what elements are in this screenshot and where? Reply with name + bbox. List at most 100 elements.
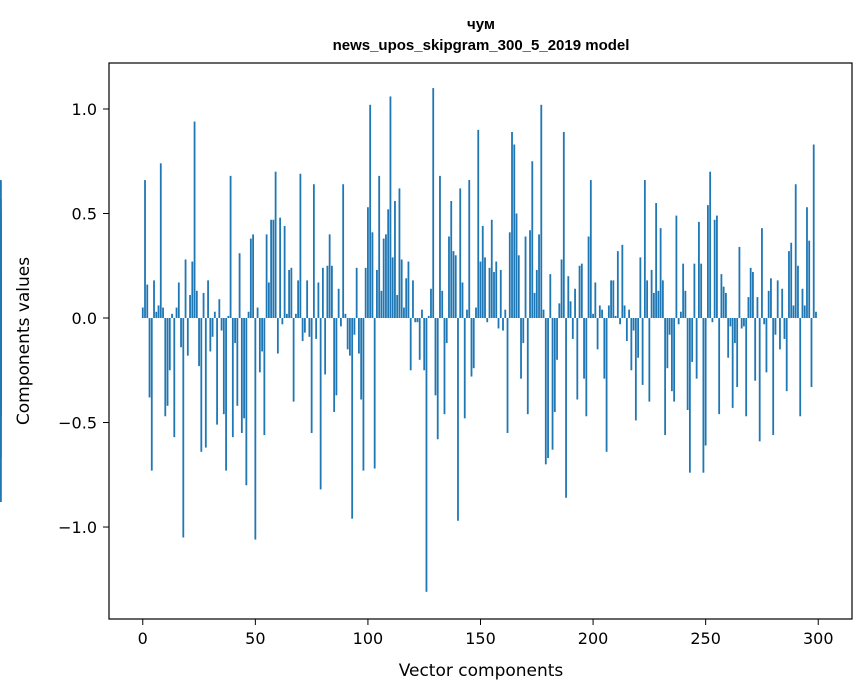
bar-123: [418, 318, 421, 360]
bar-245: [693, 263, 696, 319]
bar-126: [425, 318, 428, 592]
bar-254: [713, 219, 716, 319]
bar-148: [475, 307, 477, 319]
bar-272: [754, 318, 757, 381]
bar-299: [815, 311, 817, 319]
y-tick-label: 0.0: [72, 309, 97, 328]
bar-182: [551, 318, 554, 450]
bar-82: [326, 265, 329, 319]
bar-32: [213, 311, 216, 319]
bar-196: [583, 318, 585, 379]
bar-0: [141, 307, 144, 319]
bar-41: [234, 318, 236, 344]
bar-178: [542, 309, 545, 319]
bar-257: [720, 274, 723, 318]
bar-15: [175, 307, 178, 319]
bar-5: [153, 280, 155, 318]
bar-239: [679, 311, 682, 319]
bar-250: [704, 318, 707, 446]
bar-194: [578, 265, 581, 319]
bar-93: [351, 318, 354, 519]
bar-38: [227, 315, 230, 319]
bar-21: [189, 295, 191, 319]
y-tick-label: −1.0: [58, 518, 97, 537]
y-axis-ticks: −1.0 −0.5 0.0 0.5 1.0: [58, 100, 109, 537]
bar-106: [380, 290, 383, 318]
bar-249: [702, 318, 705, 473]
bar-45: [243, 318, 245, 419]
bar-243: [688, 318, 691, 473]
bar-160: [502, 318, 504, 331]
bar-28: [204, 318, 207, 448]
bar-116: [403, 307, 405, 319]
y-tick-label: 1.0: [72, 100, 97, 119]
bar-125: [423, 318, 426, 371]
bar-16: [177, 282, 180, 318]
bar-187: [562, 131, 565, 319]
bar-97: [360, 318, 363, 400]
bar-263: [734, 318, 736, 344]
bar-113: [396, 295, 399, 319]
bar-124: [421, 309, 423, 319]
bar-119: [409, 318, 412, 371]
bar-295: [806, 207, 808, 319]
bar-71: [301, 318, 304, 341]
bar-70: [299, 173, 302, 319]
bar-242: [686, 318, 689, 410]
bar-89: [342, 184, 345, 318]
bar-53: [261, 318, 263, 352]
x-tick-label: 200: [578, 629, 609, 648]
bar-247: [698, 221, 700, 319]
bar-107: [382, 238, 385, 319]
bar-66: [290, 267, 293, 319]
bar-52: [258, 318, 261, 373]
bar-190: [569, 301, 572, 319]
bar-293: [801, 288, 804, 318]
bar-240: [682, 263, 685, 319]
bar-224: [646, 280, 649, 318]
bar-168: [520, 318, 522, 379]
bar-189: [567, 276, 570, 318]
bar-155: [490, 219, 493, 319]
bar-171: [526, 318, 529, 415]
bar-222: [641, 318, 644, 385]
bar-248: [700, 263, 703, 319]
x-axis-label: Vector components: [399, 661, 564, 681]
bar-266: [740, 318, 743, 329]
bar-227: [652, 292, 655, 318]
bar-283: [779, 318, 781, 350]
bar-163: [508, 232, 511, 319]
bar-76: [312, 184, 315, 318]
bar-83: [328, 234, 331, 319]
bar-150: [479, 261, 482, 319]
bar-6: [155, 311, 158, 319]
bar-88: [340, 318, 342, 327]
bar-267: [743, 318, 745, 327]
bar-92: [349, 318, 351, 356]
bar-244: [691, 318, 694, 362]
bar-30: [209, 318, 212, 352]
bar-140: [457, 318, 459, 521]
bar-74: [308, 318, 311, 337]
bar-20: [186, 318, 189, 356]
bar-177: [540, 104, 543, 318]
bar-43: [238, 253, 241, 319]
bar-203: [598, 305, 601, 319]
bar-143: [463, 318, 466, 419]
bar-261: [729, 318, 732, 327]
bar-35: [220, 318, 223, 331]
bar-252: [709, 171, 712, 319]
bar-218: [632, 318, 635, 331]
bar-294: [803, 305, 806, 319]
bar-253: [711, 318, 714, 323]
bar-91: [346, 318, 349, 350]
bar-284: [781, 288, 784, 318]
bar-258: [722, 286, 725, 318]
bar-137: [450, 200, 453, 318]
bar-128: [430, 288, 432, 318]
bar-185: [558, 303, 561, 319]
bar-173: [531, 161, 534, 319]
bar-149: [477, 129, 480, 319]
bar-46: [245, 318, 248, 486]
bar-291: [797, 265, 799, 319]
